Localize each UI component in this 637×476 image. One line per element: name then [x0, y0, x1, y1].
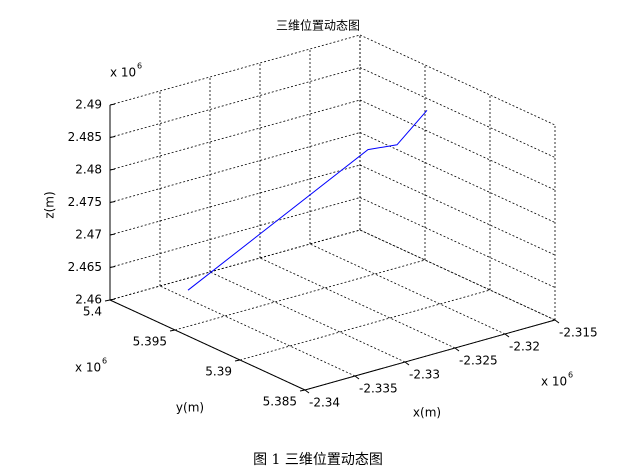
trajectory-line [187, 109, 428, 291]
y-axis-line [109, 299, 306, 391]
grid-line [239, 289, 491, 361]
z-tick-label: 2.485 [68, 130, 102, 144]
grid-line [109, 229, 361, 301]
x-axis-line [304, 319, 556, 391]
z-tick-label: 2.49 [75, 98, 102, 112]
x-tick-label: -2.33 [409, 368, 440, 382]
y-tick-label: 5.385 [263, 395, 297, 409]
y-tick [169, 329, 176, 332]
y-tick [299, 389, 306, 392]
caption: 图 1 三维位置动态图 [253, 452, 383, 468]
z-tick [109, 266, 116, 268]
grid-line [109, 67, 361, 138]
y-multiplier: x 10 [75, 361, 101, 375]
z-tick [109, 298, 116, 301]
y-tick-label: 5.395 [133, 335, 167, 349]
x-multiplier-exponent: 6 [568, 371, 573, 380]
y-axis-label: y(m) [176, 401, 204, 415]
x-tick [354, 375, 360, 380]
y-tick-label: 5.39 [205, 365, 232, 379]
grid-line [109, 34, 361, 106]
grid-line [174, 259, 426, 331]
y-tick [104, 299, 111, 302]
z-multiplier: x 10 [110, 66, 136, 80]
z-tick-label: 2.48 [75, 163, 102, 177]
grid-line [109, 164, 361, 236]
x-tick-label: -2.315 [559, 326, 598, 340]
z-tick [109, 103, 116, 106]
y-tick-label: 5.4 [83, 305, 102, 319]
z-tick [109, 136, 116, 138]
z-tick [109, 201, 116, 203]
x-tick-label: -2.325 [459, 354, 498, 368]
y-multiplier-exponent: 6 [102, 357, 107, 366]
grid-line [109, 197, 361, 268]
y-tick [234, 359, 241, 362]
z-tick-label: 2.46 [75, 293, 102, 307]
z-tick [109, 168, 116, 171]
x-tick-label: -2.335 [359, 382, 398, 396]
x-tick [504, 333, 510, 338]
z-axis-label: z(m) [43, 191, 57, 218]
chart-title: 三维位置动态图 [276, 18, 360, 33]
z-tick [109, 233, 116, 236]
z-tick-label: 2.465 [68, 260, 102, 274]
x-tick-label: -2.32 [509, 340, 540, 354]
x-tick [404, 361, 410, 366]
x-tick [454, 347, 460, 352]
x-multiplier: x 10 [541, 375, 567, 389]
x-tick [554, 319, 560, 324]
z-tick-label: 2.47 [75, 228, 102, 242]
z-multiplier-exponent: 6 [137, 62, 142, 71]
grid-line [109, 132, 361, 203]
z-tick-label: 2.475 [68, 195, 102, 209]
x-axis-label: x(m) [413, 406, 441, 420]
x-tick [304, 389, 310, 394]
grid-line [109, 99, 361, 171]
x-tick-label: -2.34 [309, 396, 340, 410]
